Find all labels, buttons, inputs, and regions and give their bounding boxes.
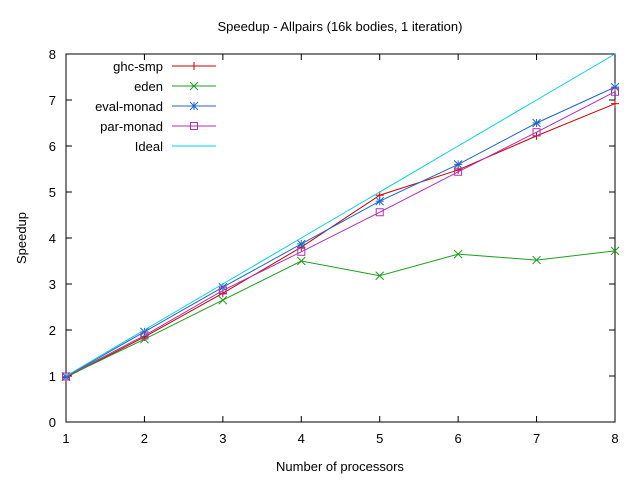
legend: ghc-smp eden eval-monad par-monad Ideal [95, 59, 216, 154]
legend-entry: eden [134, 79, 216, 94]
series-eden [61, 246, 620, 382]
data-point [62, 372, 70, 381]
y-tick-label: 7 [49, 93, 56, 108]
x-tick-label: 5 [376, 431, 383, 446]
data-point [375, 271, 385, 281]
y-tick-label: 3 [49, 277, 56, 292]
data-point [297, 247, 306, 256]
legend-entry: ghc-smp [113, 59, 216, 74]
series-ideal [65, 53, 616, 377]
x-tick-label: 6 [455, 431, 462, 446]
series-layer [61, 53, 620, 382]
data-point [611, 99, 619, 108]
x-tick-label: 7 [533, 431, 540, 446]
x-tick-label: 1 [62, 431, 69, 446]
data-point [453, 249, 463, 259]
y-axis-label: Speedup [14, 212, 29, 264]
data-point [610, 82, 620, 92]
y-tick-label: 2 [49, 323, 56, 338]
y-tick-label: 5 [49, 185, 56, 200]
legend-label: Ideal [135, 139, 163, 154]
legend-label: par-monad [100, 119, 163, 134]
legend-marker [190, 122, 198, 130]
data-point [218, 286, 227, 295]
data-point [453, 160, 463, 169]
data-point [454, 167, 463, 176]
legend-marker [190, 62, 198, 70]
y-tick-label: 8 [49, 47, 56, 62]
chart-title: Speedup - Allpairs (16k bodies, 1 iterat… [218, 19, 463, 34]
series-line [65, 91, 616, 377]
data-point [611, 87, 619, 96]
data-point [532, 118, 541, 128]
y-tick-label: 4 [49, 231, 56, 246]
x-axis-label: Number of processors [276, 459, 404, 474]
series-par-monad [62, 87, 619, 381]
data-point [375, 208, 384, 217]
y-tick-label: 0 [49, 415, 56, 430]
x-tick-label: 8 [611, 431, 618, 446]
data-point [218, 295, 228, 305]
legend-label: eden [134, 79, 163, 94]
data-point [532, 255, 541, 265]
data-point [375, 196, 385, 206]
legend-entry: eval-monad [95, 99, 216, 114]
legend-label: ghc-smp [113, 59, 163, 74]
data-point [296, 256, 306, 266]
legend-entry: Ideal [135, 139, 216, 154]
series-line [65, 103, 616, 378]
series-line [65, 86, 616, 377]
data-point [140, 331, 149, 340]
x-tick-label: 4 [298, 431, 305, 446]
y-tick-label: 1 [49, 369, 56, 384]
data-point [532, 128, 541, 137]
series-line [65, 53, 616, 377]
x-tick-label: 3 [219, 431, 226, 446]
legend-label: eval-monad [95, 99, 163, 114]
x-tick-label: 2 [141, 431, 148, 446]
legend-entry: par-monad [100, 119, 216, 134]
legend-marker [189, 101, 199, 111]
series-line [65, 250, 616, 378]
data-point [610, 246, 620, 256]
data-point [296, 239, 306, 249]
legend-marker [189, 81, 199, 91]
y-tick-label: 6 [49, 139, 56, 154]
